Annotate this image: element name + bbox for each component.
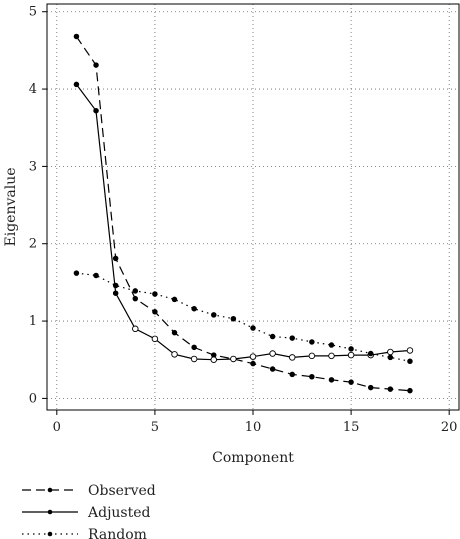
y-tick-label: 3 xyxy=(29,159,37,174)
data-point xyxy=(289,371,295,378)
y-axis-title: Eigenvalue xyxy=(3,168,19,247)
data-point xyxy=(152,291,158,297)
data-point xyxy=(211,312,217,318)
data-point xyxy=(269,350,276,357)
series-layer xyxy=(73,33,414,394)
data-point xyxy=(328,377,335,383)
data-point xyxy=(230,355,237,363)
data-point xyxy=(171,296,178,303)
data-point xyxy=(289,335,295,341)
x-axis: 0 5 10 15 20 xyxy=(53,410,458,435)
data-point xyxy=(112,290,119,296)
data-point xyxy=(112,282,119,289)
data-point xyxy=(210,356,218,363)
legend-marker xyxy=(47,509,53,515)
y-tick-label: 4 xyxy=(29,82,37,97)
x-tick-label: 15 xyxy=(343,420,360,435)
legend-label: Observed xyxy=(88,483,156,499)
data-point xyxy=(93,107,99,114)
data-point xyxy=(269,366,276,372)
y-axis: 0 1 2 3 4 5 xyxy=(29,5,47,406)
data-point xyxy=(250,325,256,331)
data-point xyxy=(407,358,413,365)
data-point xyxy=(387,386,394,392)
data-point xyxy=(309,339,315,345)
data-point xyxy=(269,333,276,340)
series-line xyxy=(75,84,411,361)
data-point xyxy=(73,33,80,40)
x-axis-title: Component xyxy=(212,450,294,466)
data-point xyxy=(191,305,197,312)
data-point xyxy=(151,335,159,343)
data-point xyxy=(230,315,237,322)
legend-label: Adjusted xyxy=(87,505,151,521)
data-point xyxy=(112,255,119,262)
data-point xyxy=(93,272,99,279)
data-point xyxy=(132,288,139,294)
data-point xyxy=(387,348,394,356)
data-point xyxy=(328,352,335,360)
y-tick-label: 0 xyxy=(29,391,37,406)
x-tick-label: 20 xyxy=(441,420,458,435)
series-adjusted xyxy=(73,81,414,363)
legend-marker xyxy=(47,487,53,493)
data-point xyxy=(348,379,354,385)
data-point xyxy=(406,347,414,354)
legend-item-adjusted: Adjusted xyxy=(22,505,151,521)
x-tick-label: 5 xyxy=(151,420,159,435)
legend-label: Random xyxy=(88,527,147,539)
data-point xyxy=(308,352,316,360)
y-tick-label: 1 xyxy=(29,314,37,329)
data-point xyxy=(171,351,178,358)
data-point xyxy=(73,81,80,88)
data-point xyxy=(93,62,99,68)
data-point xyxy=(328,342,335,348)
data-point xyxy=(249,353,257,360)
legend: Observed Adjusted Random xyxy=(22,483,156,539)
series-line xyxy=(75,36,411,392)
data-point xyxy=(73,270,80,276)
data-point xyxy=(191,344,197,351)
data-point xyxy=(367,350,374,357)
data-point xyxy=(132,295,139,302)
data-point xyxy=(288,354,296,361)
legend-marker xyxy=(47,531,53,537)
x-tick-label: 0 xyxy=(53,420,61,435)
data-point xyxy=(367,384,374,391)
data-point xyxy=(190,355,198,363)
data-point xyxy=(407,387,413,394)
y-tick-label: 2 xyxy=(29,237,37,252)
grid-lines xyxy=(47,4,459,410)
data-point xyxy=(132,325,139,333)
data-point xyxy=(250,360,256,367)
data-point xyxy=(152,309,158,315)
data-point xyxy=(347,351,355,359)
legend-item-observed: Observed xyxy=(22,483,156,499)
series-random xyxy=(73,270,413,365)
data-point xyxy=(348,346,354,352)
data-point xyxy=(171,329,178,336)
data-point xyxy=(387,354,394,361)
y-tick-label: 5 xyxy=(29,5,37,20)
legend-item-random: Random xyxy=(22,527,147,539)
x-tick-label: 10 xyxy=(245,420,262,435)
data-point xyxy=(309,373,315,380)
series-line xyxy=(76,272,411,362)
series-observed xyxy=(73,33,413,394)
